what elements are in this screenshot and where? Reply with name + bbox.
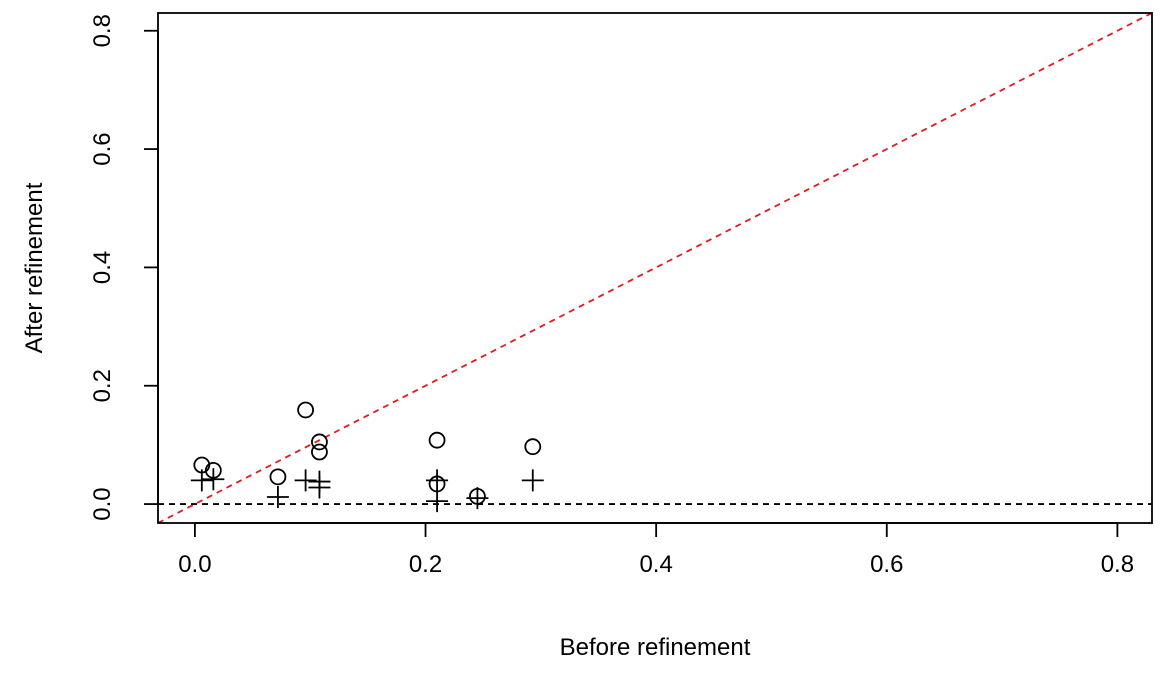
data-points — [190, 401, 544, 513]
circle-point — [428, 431, 446, 449]
y-axis: 0.0 0.2 0.4 0.6 0.8 — [89, 14, 159, 521]
plus-point — [266, 485, 289, 508]
y-axis-title: After refinement — [21, 182, 48, 353]
x-tick-label: 0.8 — [1101, 551, 1134, 578]
x-tick-label: 0.0 — [178, 551, 211, 578]
y-tick-label: 0.0 — [89, 487, 116, 520]
y-tick-label: 0.6 — [89, 132, 116, 165]
circle-point — [311, 443, 328, 461]
circle-point — [311, 433, 328, 451]
plus-point — [466, 487, 489, 510]
plus-point — [202, 468, 225, 491]
plus-point — [308, 476, 331, 499]
circle-point — [524, 438, 542, 456]
y-tick-label: 0.2 — [89, 369, 116, 402]
circle-point — [297, 401, 315, 419]
plus-point — [426, 490, 449, 513]
x-axis-title: Before refinement — [560, 634, 751, 661]
reference-lines — [158, 13, 1152, 523]
x-tick-label: 0.6 — [870, 551, 903, 578]
x-tick-label: 0.4 — [639, 551, 672, 578]
y-tick-label: 0.8 — [89, 14, 116, 47]
plus-point — [521, 469, 544, 492]
circle-point — [269, 468, 287, 486]
x-tick-label: 0.2 — [409, 551, 442, 578]
y-tick-label: 0.4 — [89, 251, 116, 284]
identity-line — [158, 13, 1152, 523]
plus-point — [426, 469, 449, 492]
x-axis: 0.0 0.2 0.4 0.6 0.8 — [178, 522, 1134, 578]
plus-point — [190, 469, 213, 492]
plus-point — [294, 469, 317, 492]
